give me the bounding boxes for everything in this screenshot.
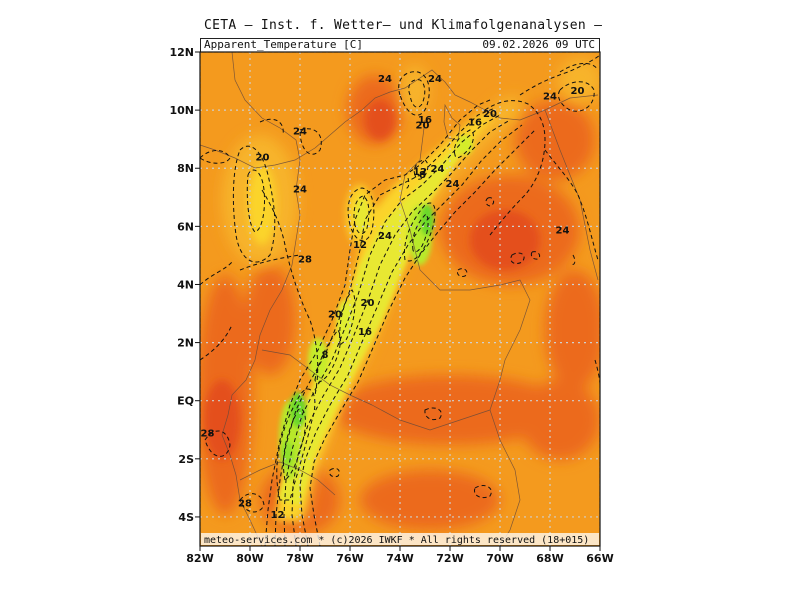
caribbean-coast [314, 69, 599, 149]
lat-tick-label: 2S [178, 453, 194, 466]
contour-label: 24 [428, 74, 442, 85]
valid-datetime: 09.02.2026 09 UTC [482, 38, 595, 51]
lat-tick-label: EQ [177, 395, 194, 408]
copyright-text: meteo-services.com * (c)2026 IWKF * All … [204, 535, 589, 546]
lon-tick-label: 72W [436, 552, 463, 565]
lon-tick-label: 68W [536, 552, 563, 565]
lat-tick-label: 10N [169, 104, 194, 117]
contour-label: 24 [431, 164, 445, 175]
lat-tick-label: 8N [177, 162, 194, 175]
contour-label: 24 [543, 92, 557, 103]
contour-label: 8 [322, 350, 329, 361]
contour-label: 28 [298, 254, 312, 265]
contour-label: 24 [378, 74, 392, 85]
lon-tick-label: 80W [236, 552, 263, 565]
map-axes: 12N 10N 8N 6N 4N 2N EQ 2S 4S 82W 80W 78W 76W 74W 72W 70… [169, 46, 613, 565]
contour-label: 28 [201, 429, 215, 440]
lon-tick-label: 66W [586, 552, 613, 565]
contour-label: 12 [271, 510, 285, 521]
contour-label: 16 [468, 118, 482, 129]
contour-label: 24 [556, 225, 570, 236]
lat-tick-label: 4N [177, 278, 194, 291]
contour-label: 16 [358, 327, 372, 338]
lon-tick-label: 74W [386, 552, 413, 565]
colombia-venezuela-border [399, 119, 531, 411]
contour-label: 28 [238, 498, 252, 509]
contour-label: 12 [353, 240, 367, 251]
contour-label: 20 [416, 121, 430, 132]
contour-label: 12 [413, 167, 427, 178]
contour-label: 20 [483, 109, 497, 120]
lat-tick-label: 4S [178, 511, 194, 524]
contour-label: 16 [418, 115, 432, 126]
contour-label: 20 [328, 310, 342, 321]
copyright-box [201, 533, 599, 545]
colder-ridge [278, 140, 470, 505]
lat-tick-label: 2N [177, 337, 194, 350]
lon-tick-label: 76W [336, 552, 363, 565]
contour-label: 8 [419, 170, 426, 181]
venezuela-guyana-border [544, 109, 599, 281]
contour-label: 24 [446, 179, 460, 190]
chart-title: CETA — Inst. f. Wetter— und Klimafolgena… [204, 18, 603, 33]
ecuador-peru-border [239, 461, 336, 496]
lat-tick-label: 12N [169, 46, 194, 59]
contour-label: 20 [361, 298, 375, 309]
contour-label: 20 [256, 153, 270, 164]
contour-label: 20 [571, 86, 585, 97]
pacific-coast [221, 52, 301, 546]
panama-isthmus [200, 144, 316, 169]
contour-label: 24 [378, 231, 392, 242]
contour-lines [200, 54, 600, 546]
colombia-peru-border [371, 404, 491, 431]
lon-tick-label: 82W [186, 552, 213, 565]
brazil-border [489, 409, 521, 546]
colombia-ecuador-border [261, 349, 373, 406]
lat-tick-label: 6N [177, 220, 194, 233]
field-name: Apparent_Temperature [C] [204, 38, 363, 51]
contour-label: 24 [293, 126, 307, 137]
lat-lon-grid [200, 52, 600, 546]
contour-label: 24 [293, 185, 307, 196]
lon-tick-label: 70W [486, 552, 513, 565]
lon-tick-label: 78W [286, 552, 313, 565]
